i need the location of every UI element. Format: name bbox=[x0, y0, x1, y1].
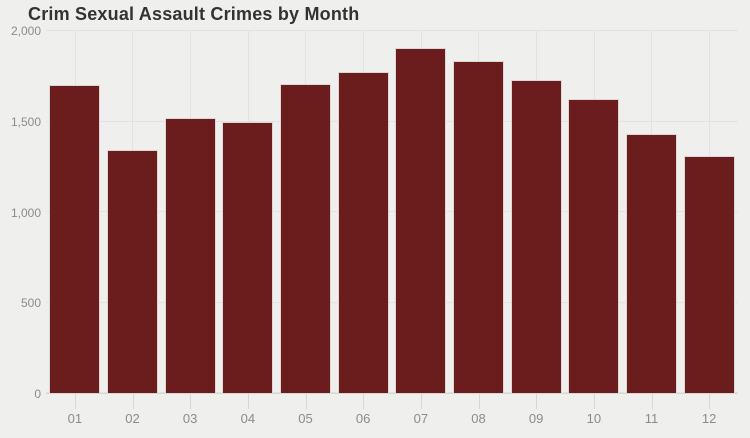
bar-month-08[interactable] bbox=[453, 60, 504, 393]
bar-month-09[interactable] bbox=[510, 79, 562, 393]
y-gridline bbox=[46, 211, 738, 212]
bar-month-02[interactable] bbox=[107, 150, 158, 393]
bar-month-11[interactable] bbox=[626, 134, 677, 393]
x-axis-tick-label: 01 bbox=[67, 411, 83, 426]
category-slot bbox=[565, 31, 623, 393]
category-slot bbox=[219, 31, 277, 393]
y-axis-tick-label: 500 bbox=[20, 296, 41, 311]
x-axis-tick-label: 10 bbox=[586, 411, 602, 426]
plot-area bbox=[46, 30, 738, 394]
x-axis-tick-label: 12 bbox=[701, 411, 717, 426]
x-axis-tick bbox=[651, 394, 653, 409]
x-axis-tick bbox=[132, 394, 134, 409]
x-axis-tick-label: 05 bbox=[298, 411, 313, 426]
x-axis-tick-label: 02 bbox=[125, 411, 140, 426]
category-slot bbox=[680, 31, 738, 393]
x-axis-tick bbox=[247, 394, 249, 409]
x-axis-tick-label: 11 bbox=[644, 411, 659, 426]
category-slot bbox=[161, 31, 219, 393]
x-axis-tick-label: 08 bbox=[471, 411, 486, 426]
x-axis-labels: 01 02 03 04 05 06 07 08 09 10 11 12 bbox=[46, 394, 738, 434]
x-axis-tick-label: 03 bbox=[182, 411, 198, 426]
y-gridline bbox=[46, 392, 738, 393]
x-axis-tick bbox=[74, 394, 76, 409]
category-slot bbox=[623, 31, 681, 393]
bar-month-04[interactable] bbox=[222, 121, 274, 393]
y-gridline bbox=[46, 301, 738, 303]
y-gridline bbox=[46, 30, 738, 31]
bar-month-10[interactable] bbox=[568, 98, 620, 393]
bar-month-01[interactable] bbox=[49, 85, 101, 393]
category-slot bbox=[392, 31, 450, 393]
x-axis-tick bbox=[709, 394, 711, 409]
x-axis-tick-label: 04 bbox=[240, 411, 256, 426]
x-axis-tick bbox=[190, 394, 192, 409]
bar-month-12[interactable] bbox=[683, 155, 735, 393]
category-slot bbox=[450, 31, 508, 393]
y-axis-tick-label: 0 bbox=[34, 387, 41, 401]
x-axis-tick-label: 06 bbox=[355, 411, 371, 426]
x-axis-tick bbox=[478, 394, 480, 409]
x-axis-tick bbox=[363, 394, 365, 409]
category-slot bbox=[334, 31, 392, 393]
x-axis-tick bbox=[593, 394, 595, 409]
bar-month-07[interactable] bbox=[395, 48, 447, 393]
x-axis-tick bbox=[536, 394, 538, 409]
chart-title: Crim Sexual Assault Crimes by Month bbox=[28, 4, 360, 24]
x-axis-tick-label: 07 bbox=[413, 411, 429, 426]
x-axis-tick-label: 09 bbox=[528, 411, 544, 426]
bar-month-06[interactable] bbox=[337, 71, 389, 393]
category-slot bbox=[46, 31, 104, 393]
x-axis-tick bbox=[305, 394, 307, 409]
y-axis-tick-label: 1,500 bbox=[10, 114, 41, 129]
category-slot bbox=[277, 31, 335, 393]
category-slot bbox=[507, 31, 565, 393]
bar-month-03[interactable] bbox=[164, 117, 216, 393]
y-axis-tick-label: 1,000 bbox=[10, 205, 41, 220]
bar-month-05[interactable] bbox=[280, 83, 331, 393]
y-gridline bbox=[46, 120, 738, 122]
y-axis-labels: 0 500 1,000 1,500 2,000 bbox=[0, 24, 41, 401]
y-axis-tick-label: 2,000 bbox=[10, 24, 41, 38]
x-axis-tick bbox=[420, 394, 422, 409]
category-slot bbox=[104, 31, 162, 393]
